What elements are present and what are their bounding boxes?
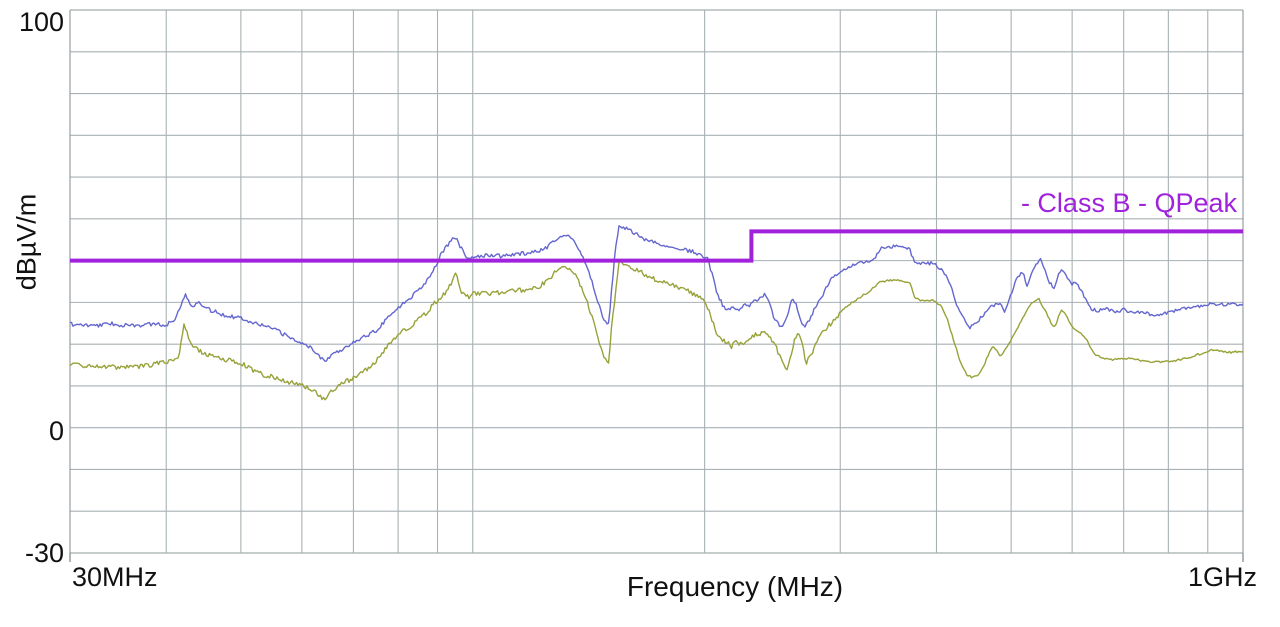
x-axis-title: Frequency (MHz) [626,571,844,602]
trace-blue-peak [70,225,1243,362]
x-axis-start-label: 30MHz [72,562,158,592]
x-axis-end-label: 1GHz [1187,562,1257,592]
y-axis-tick-0: 0 [48,416,64,446]
grid-layer [69,9,1244,562]
y-axis-tick-100: 100 [18,7,64,37]
y-axis-tick-neg30: -30 [24,538,64,568]
class-b-qpeak-limit-line [70,229,1243,263]
y-axis-title: dBµV/m [11,193,42,291]
limit-line-legend-label: - Class B - QPeak [1020,188,1237,218]
trace-olive-average [70,259,1243,401]
